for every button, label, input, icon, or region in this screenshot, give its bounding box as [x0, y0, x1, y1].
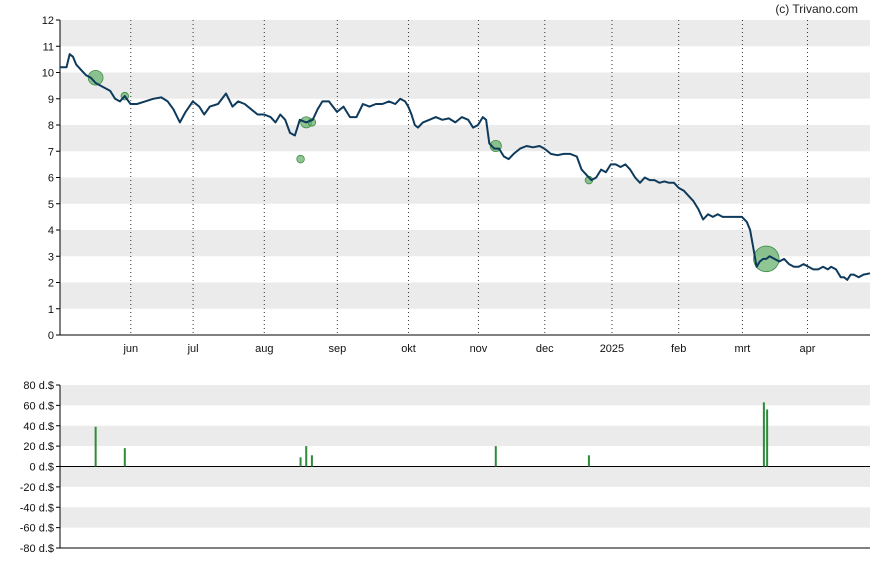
volume-y-tick-label: 20 d.$	[23, 441, 54, 453]
price-band	[60, 177, 870, 204]
price-y-tick-label: 4	[48, 225, 54, 237]
price-y-tick-label: 8	[48, 120, 54, 132]
event-bubble	[296, 154, 305, 164]
volume-bar	[494, 446, 497, 467]
price-band	[60, 20, 870, 47]
volume-y-tick-label: 40 d.$	[23, 421, 54, 433]
price-y-tick-label: 9	[48, 94, 54, 106]
volume-bar	[305, 446, 308, 467]
price-line	[60, 53, 871, 281]
price-band	[60, 282, 870, 309]
volume-bar	[299, 457, 302, 467]
volume-bar	[587, 455, 590, 467]
price-y-tick-label: 0	[48, 330, 54, 342]
volume-y-tick-label: 0 d.$	[30, 462, 54, 474]
volume-band	[60, 507, 870, 528]
volume-y-tick-label: 60 d.$	[23, 400, 54, 412]
volume-bar	[762, 402, 765, 467]
price-y-tick-label: 2	[48, 278, 54, 290]
volume-bar	[94, 426, 97, 467]
price-band	[60, 230, 870, 257]
x-tick-label: nov	[470, 343, 488, 355]
price-band	[60, 72, 870, 99]
x-tick-label: mrt	[734, 343, 750, 355]
x-tick-label: 2025	[600, 343, 624, 355]
price-y-tick-label: 7	[48, 146, 54, 158]
price-y-tick-label: 3	[48, 251, 54, 263]
volume-y-tick-label: -80 d.$	[20, 543, 54, 555]
volume-band	[60, 466, 870, 487]
x-tick-label: feb	[671, 343, 686, 355]
x-tick-label: jun	[122, 343, 138, 355]
price-y-tick-label: 1	[48, 304, 54, 316]
x-tick-label: dec	[536, 343, 554, 355]
volume-bar	[310, 455, 313, 467]
volume-y-tick-label: 80 d.$	[23, 380, 54, 392]
volume-band	[60, 425, 870, 447]
price-band	[60, 125, 870, 152]
volume-y-tick-label: -20 d.$	[20, 482, 54, 494]
x-tick-label: sep	[328, 343, 346, 355]
x-tick-label: apr	[800, 343, 816, 355]
price-y-tick-label: 12	[42, 15, 54, 27]
x-tick-label: jul	[187, 343, 199, 355]
x-tick-label: okt	[401, 343, 416, 355]
event-bubble	[87, 69, 104, 86]
credit-label: (c) Trivano.com	[775, 2, 858, 16]
x-tick-label: aug	[255, 343, 273, 355]
volume-band	[60, 385, 870, 406]
price-y-tick-label: 10	[42, 68, 54, 80]
price-y-tick-label: 6	[48, 173, 54, 185]
volume-y-tick-label: -60 d.$	[20, 523, 54, 535]
price-y-tick-label: 5	[48, 199, 54, 211]
volume-bar	[766, 409, 769, 467]
price-y-tick-label: 11	[43, 41, 54, 53]
volume-bar	[123, 448, 126, 467]
volume-y-tick-label: -40 d.$	[20, 502, 54, 514]
